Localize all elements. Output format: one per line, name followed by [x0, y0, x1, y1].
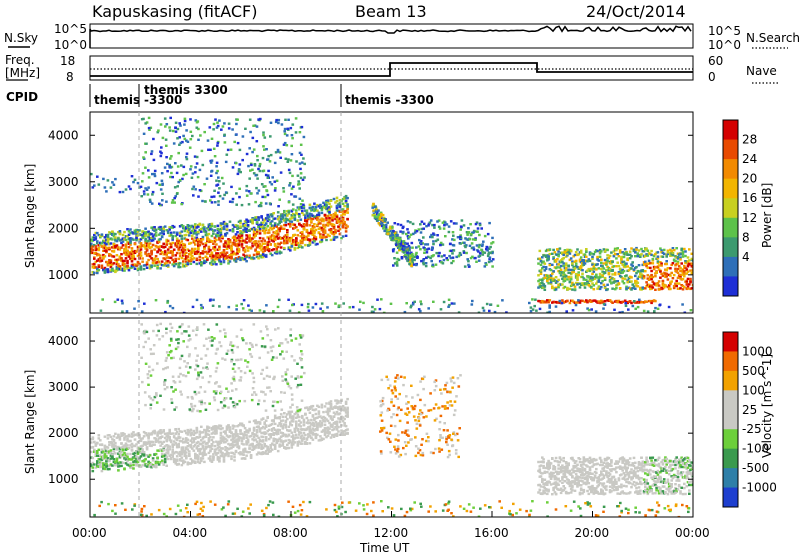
x-axis-label: Time UT	[359, 541, 410, 554]
freq-label: Freq.	[5, 53, 35, 67]
colorbar-tick: 25	[742, 403, 757, 417]
colorbar-tick: 1000	[742, 344, 773, 358]
date-title: 24/Oct/2014	[586, 2, 686, 21]
colorbar-tick: -100	[742, 442, 769, 456]
station-title: Kapuskasing (fitACF)	[92, 2, 257, 21]
x-tick-label: 12:00	[374, 526, 409, 540]
colorbar-tick: 8	[742, 230, 750, 244]
nsky-label: N.Sky	[4, 31, 38, 45]
velocity-ylabel: Slant Range [km]	[23, 370, 37, 474]
y-tick-label: 2000	[48, 426, 79, 440]
colorbar-tick: 16	[742, 191, 757, 205]
colorbar-tick: -25	[742, 422, 762, 436]
colorbar-tick: 100	[742, 383, 765, 397]
nsky-panel: N.Sky 10^5 10^0 10^5 10^0 N.Search	[4, 22, 800, 52]
y-tick-label: 3000	[48, 380, 79, 394]
y-tick-label: 3000	[48, 175, 79, 189]
velocity-scatter	[90, 322, 693, 517]
y-tick-label: 4000	[48, 334, 79, 348]
velocity-colorbar: 1000 500 100 25 -25 -100 -500 -1000	[722, 331, 777, 508]
colorbar-tick: -500	[742, 461, 769, 475]
nsearch-tick-top: 10^5	[708, 24, 741, 38]
y-tick-label: 1000	[48, 472, 79, 486]
cpid-entry-1: themis	[94, 93, 140, 107]
nsky-tick-bottom: 10^0	[54, 38, 87, 52]
freq-unit-label: [MHz]	[5, 66, 40, 80]
cpid-panel: CPID themis themis 3300 -3300 themis -33…	[6, 83, 434, 107]
velocity-colorbar-label: Velocity [m s^-1]	[760, 354, 774, 458]
colorbar-tick: 20	[742, 172, 757, 186]
cpid-label: CPID	[6, 90, 38, 104]
cpid-entry-2a: themis 3300	[144, 83, 228, 97]
nave-label: Nave	[746, 64, 777, 78]
beam-title: Beam 13	[355, 2, 427, 21]
power-scatter	[90, 116, 693, 313]
x-tick-label: 04:00	[173, 526, 208, 540]
colorbar-tick: 4	[742, 250, 750, 264]
power-panel: Slant Range [km] 4000 3000 2000 1000	[23, 111, 694, 314]
nave-tick-bottom: 0	[708, 70, 716, 84]
colorbar-tick: 24	[742, 152, 757, 166]
colorbar-tick: 500	[742, 364, 765, 378]
cpid-entry-2b: -3300	[144, 93, 182, 107]
power-colorbar-label: Power [dB]	[760, 183, 774, 248]
nsky-tick-top: 10^5	[54, 22, 87, 36]
power-colorbar: 28 24 20 16 12 8 4	[722, 119, 757, 297]
colorbar-tick: -1000	[742, 481, 777, 495]
nsearch-label: N.Search	[746, 31, 800, 45]
power-ylabel: Slant Range [km]	[23, 164, 37, 268]
power-yticks: 4000 3000 2000 1000	[48, 128, 693, 282]
freq-panel: Freq. [MHz] 18 8 60 0 Nave	[5, 53, 778, 84]
velocity-xticks: 00:00 04:00 08:00 12:00 16:00 20:00 00:00	[72, 511, 710, 540]
x-tick-label: 00:00	[72, 526, 107, 540]
x-tick-label: 16:00	[474, 526, 509, 540]
colorbar-tick: 12	[742, 211, 757, 225]
nsearch-tick-bottom: 10^0	[708, 38, 741, 52]
nave-tick-top: 60	[708, 54, 723, 68]
y-tick-label: 1000	[48, 268, 79, 282]
y-tick-label: 4000	[48, 128, 79, 142]
colorbar-tick: 28	[742, 133, 757, 147]
freq-tick-top: 18	[60, 54, 75, 68]
cpid-entry-3: themis -3300	[345, 93, 434, 107]
freq-tick-bottom: 8	[66, 70, 74, 84]
x-tick-label: 00:00	[675, 526, 710, 540]
x-tick-label: 08:00	[273, 526, 308, 540]
velocity-yticks: 4000 3000 2000 1000	[48, 334, 693, 486]
x-tick-label: 20:00	[575, 526, 610, 540]
y-tick-label: 2000	[48, 221, 79, 235]
freq-trace	[90, 62, 693, 77]
nsky-trace	[89, 25, 692, 48]
